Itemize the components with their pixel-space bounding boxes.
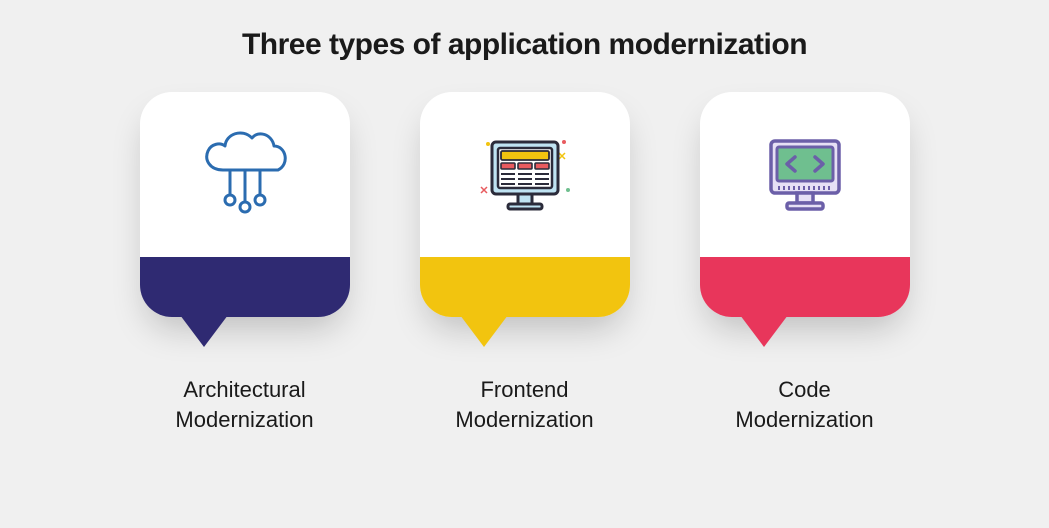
card-label: Code Modernization — [735, 375, 873, 434]
label-line1: Frontend — [480, 377, 568, 402]
card-footer — [140, 257, 350, 317]
card — [140, 92, 350, 317]
label-line1: Architectural — [183, 377, 305, 402]
card-icon-zone — [700, 92, 910, 257]
label-line2: Modernization — [455, 407, 593, 432]
label-line2: Modernization — [735, 407, 873, 432]
label-line2: Modernization — [175, 407, 313, 432]
card-pointer — [460, 315, 508, 347]
card-footer — [700, 257, 910, 317]
page-title: Three types of application modernization — [0, 0, 1049, 62]
card — [420, 92, 630, 317]
card-icon-zone — [140, 92, 350, 257]
card-pointer — [180, 315, 228, 347]
monitor-code-icon — [755, 125, 855, 225]
monitor-ui-icon — [470, 120, 580, 230]
label-line1: Code — [778, 377, 831, 402]
cards-row: Architectural Modernization — [0, 92, 1049, 434]
card — [700, 92, 910, 317]
card-code: Code Modernization — [700, 92, 910, 434]
card-icon-zone — [420, 92, 630, 257]
card-footer — [420, 257, 630, 317]
card-label: Architectural Modernization — [175, 375, 313, 434]
cloud-network-icon — [190, 120, 300, 230]
card-frontend: Frontend Modernization — [420, 92, 630, 434]
card-pointer — [740, 315, 788, 347]
card-label: Frontend Modernization — [455, 375, 593, 434]
card-architectural: Architectural Modernization — [140, 92, 350, 434]
